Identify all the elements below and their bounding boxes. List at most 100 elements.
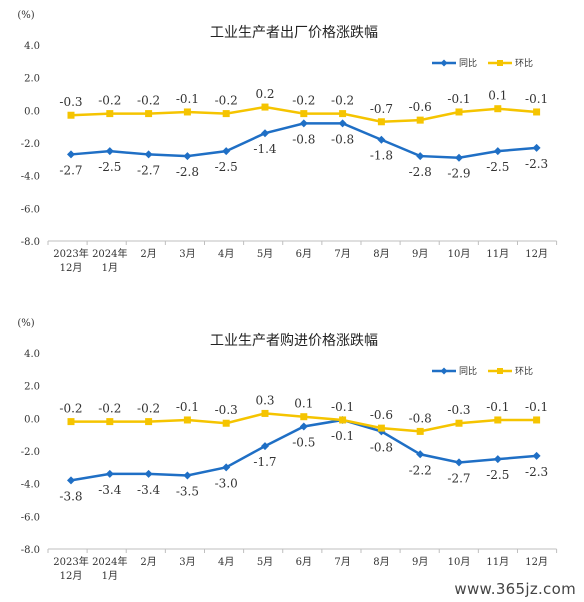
data-point	[222, 463, 231, 472]
y-unit-label: (%)	[17, 10, 34, 21]
data-label: -0.7	[370, 102, 393, 116]
data-label: -0.1	[176, 92, 199, 106]
data-point	[67, 476, 75, 485]
data-point	[493, 147, 502, 156]
x-tick-label: 1月	[102, 262, 118, 274]
data-label: -0.1	[525, 400, 548, 414]
x-tick-label: 11月	[486, 248, 509, 260]
data-label: -2.2	[409, 463, 432, 477]
data-label: -0.2	[215, 94, 238, 108]
y-tick-label: -2.0	[21, 139, 40, 150]
data-point	[299, 422, 308, 431]
data-label: -0.8	[370, 440, 393, 454]
x-tick-label: 5月	[257, 248, 273, 260]
data-point	[67, 418, 75, 426]
y-tick-label: 2.0	[24, 74, 40, 85]
data-label: -0.2	[137, 402, 160, 416]
data-point	[183, 416, 191, 424]
data-point	[261, 129, 269, 138]
data-point	[145, 418, 153, 426]
data-label: -3.5	[176, 485, 199, 499]
data-label: -0.1	[525, 92, 548, 106]
data-point	[339, 416, 347, 424]
y-tick-label: -2.0	[21, 447, 40, 458]
data-label: -3.4	[98, 483, 122, 497]
data-point	[105, 469, 114, 478]
data-label: -0.2	[98, 402, 121, 416]
data-point	[222, 419, 230, 427]
data-point	[299, 119, 308, 128]
data-point	[183, 108, 191, 116]
chart-svg: 工业生产者购进价格涨跌幅 (%) 4.0 2.0 0.0 -2.0 -4.0 -6.0 -8.0…	[17, 318, 558, 582]
legend-label: 同比	[459, 365, 477, 377]
x-tick-label: 3月	[179, 556, 195, 568]
legend-marker	[440, 367, 448, 375]
data-label: -2.3	[525, 465, 548, 479]
data-label: 0.1	[488, 89, 507, 103]
x-tick-label: 8月	[373, 248, 389, 260]
data-point	[105, 147, 114, 156]
data-point	[300, 413, 308, 421]
data-label: -1.7	[253, 455, 276, 469]
data-point	[261, 442, 269, 451]
data-label: -0.2	[98, 94, 121, 108]
data-point	[300, 110, 308, 118]
data-label: -0.8	[292, 132, 315, 146]
data-point	[106, 418, 114, 426]
chart-title: 工业生产者购进价格涨跌幅	[210, 333, 378, 349]
data-point	[455, 108, 463, 116]
data-label: -2.8	[409, 165, 432, 179]
x-tick-label: 11月	[486, 556, 509, 568]
data-label: -2.5	[98, 160, 121, 174]
data-label: -0.1	[486, 400, 509, 414]
data-label: -0.3	[215, 403, 238, 417]
x-tick-label: 9月	[412, 248, 428, 260]
x-tick-label: 8月	[373, 556, 389, 568]
data-point	[377, 424, 385, 432]
legend-marker	[497, 60, 503, 66]
x-tick-label: 6月	[296, 248, 312, 260]
data-label: -0.1	[447, 92, 470, 106]
y-tick-label: 4.0	[24, 41, 40, 52]
data-label: -2.7	[59, 163, 82, 177]
x-tick-label: 4月	[218, 556, 234, 568]
data-point	[455, 458, 463, 467]
x-tick-label: 7月	[334, 248, 350, 260]
data-point	[144, 469, 153, 478]
data-label: -1.8	[370, 149, 393, 163]
data-label: -0.3	[59, 95, 82, 109]
x-tick-label: 7月	[334, 556, 350, 568]
chart-title: 工业生产者出厂价格涨跌幅	[210, 25, 378, 41]
x-tick-label: 12月	[60, 570, 83, 582]
data-label: -2.3	[525, 157, 548, 171]
x-tick-label: 2024年	[92, 555, 127, 568]
data-point	[416, 427, 424, 435]
data-label: -0.5	[292, 436, 315, 450]
data-label: -3.8	[59, 489, 82, 503]
y-tick-label: 2.0	[24, 382, 40, 393]
data-label: -2.9	[447, 167, 470, 181]
data-point	[144, 150, 153, 159]
data-point	[416, 450, 425, 459]
x-tick-label: 10月	[448, 248, 471, 260]
chart-ppi-outgoing: 工业生产者出厂价格涨跌幅 (%) 4.0 2.0 0.0 -2.0 -4.0 -6.0 -8.0…	[0, 0, 584, 290]
y-tick-label: -4.0	[21, 172, 40, 183]
x-tick-label: 4月	[218, 248, 234, 260]
data-label: -0.2	[331, 94, 354, 108]
x-tick-label: 9月	[412, 556, 428, 568]
data-label: -2.8	[176, 165, 199, 179]
x-tick-label: 3月	[179, 248, 195, 260]
data-label: 0.2	[255, 87, 274, 101]
y-unit-label: (%)	[17, 318, 34, 329]
data-point	[67, 111, 75, 119]
x-tick-label: 12月	[525, 248, 548, 260]
data-label: -0.1	[331, 429, 354, 443]
data-point	[532, 143, 541, 152]
data-label: -2.5	[215, 160, 238, 174]
x-tick-label: 10月	[448, 556, 471, 568]
data-point	[532, 451, 541, 460]
data-label: -0.6	[409, 100, 432, 114]
data-point	[339, 110, 347, 118]
data-point	[67, 150, 75, 159]
data-label: -2.5	[486, 160, 509, 174]
